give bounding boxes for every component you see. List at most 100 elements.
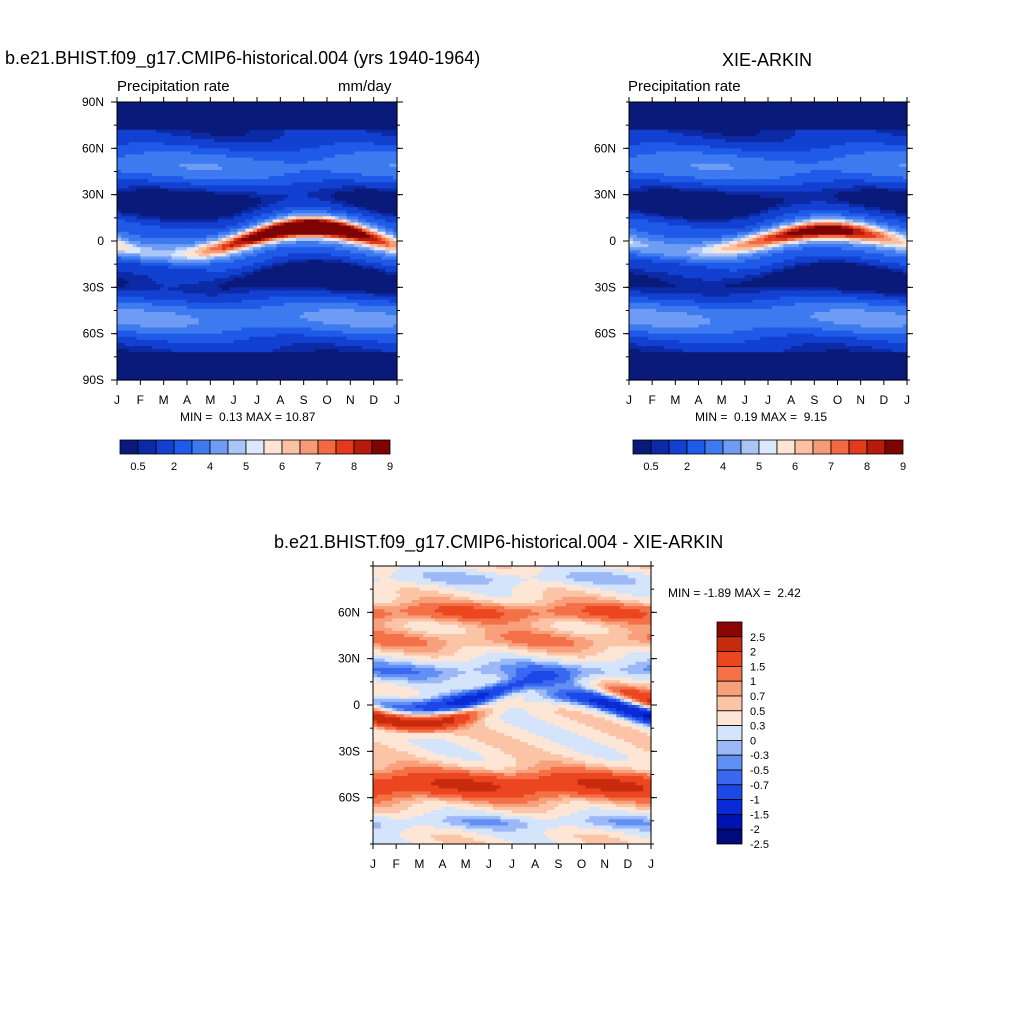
field-cell xyxy=(229,296,235,301)
field-cell xyxy=(280,244,285,248)
field-cell xyxy=(393,219,398,224)
field-cell xyxy=(330,139,336,143)
field-cell xyxy=(362,117,367,122)
field-cell xyxy=(183,179,188,183)
field-cell xyxy=(292,102,297,106)
field-cell xyxy=(132,222,138,227)
field-cell xyxy=(144,290,149,295)
field-cell xyxy=(225,253,231,258)
field-cell xyxy=(229,197,235,202)
field-cell xyxy=(272,111,278,115)
field-cell xyxy=(276,185,281,190)
field-cell xyxy=(218,173,223,177)
field-cell xyxy=(257,163,262,168)
field-cell xyxy=(140,241,145,245)
field-cell xyxy=(389,268,394,273)
field-cell xyxy=(179,169,184,174)
field-cell xyxy=(222,207,227,211)
field-cell xyxy=(264,132,270,137)
field-cell xyxy=(303,163,309,168)
field-cell xyxy=(334,191,340,196)
field-cell xyxy=(117,253,122,258)
field-cell xyxy=(260,114,266,119)
field-cell xyxy=(288,185,293,190)
field-cell xyxy=(249,160,254,165)
field-cell xyxy=(144,173,149,177)
field-cell xyxy=(257,129,262,134)
field-cell xyxy=(175,142,180,146)
field-cell xyxy=(148,182,153,186)
field-cell xyxy=(233,247,239,251)
field-cell xyxy=(140,126,145,131)
field-cell xyxy=(260,169,266,174)
field-cell xyxy=(237,114,243,119)
field-cell xyxy=(253,145,258,149)
field-cell xyxy=(311,132,316,137)
field-cell xyxy=(159,200,165,205)
field-cell xyxy=(218,148,223,153)
field-cell xyxy=(377,117,383,122)
field-cell xyxy=(299,259,305,264)
field-cell xyxy=(257,241,262,245)
field-cell xyxy=(284,225,289,230)
field-cell xyxy=(377,271,383,276)
field-cell xyxy=(152,244,157,248)
field-cell xyxy=(342,241,348,245)
field-cell xyxy=(175,108,180,112)
field-cell xyxy=(264,160,270,165)
field-cell xyxy=(338,105,344,109)
field-cell xyxy=(330,256,336,261)
field-cell xyxy=(229,231,235,236)
field-cell xyxy=(288,160,293,165)
field-cell xyxy=(198,268,204,273)
field-cell xyxy=(214,293,219,298)
field-cell xyxy=(124,102,130,106)
field-cell xyxy=(249,191,254,196)
field-cell xyxy=(319,151,324,156)
field-cell xyxy=(264,222,270,227)
field-cell xyxy=(276,274,281,279)
field-cell xyxy=(280,265,285,270)
field-cell xyxy=(152,222,157,227)
field-cell xyxy=(354,132,359,137)
field-cell xyxy=(373,185,379,190)
field-cell xyxy=(330,142,336,146)
field-cell xyxy=(198,182,204,186)
field-cell xyxy=(202,241,208,245)
field-cell xyxy=(214,111,219,115)
field-cell xyxy=(144,142,149,146)
field-cell xyxy=(148,194,153,199)
field-cell xyxy=(327,219,332,224)
field-cell xyxy=(225,139,231,143)
field-cell xyxy=(292,271,297,276)
field-cell xyxy=(117,228,122,233)
field-cell xyxy=(253,129,258,134)
field-cell xyxy=(288,123,293,128)
field-cell xyxy=(264,268,270,273)
field-cell xyxy=(299,185,305,190)
field-cell xyxy=(179,135,184,140)
field-cell xyxy=(202,117,208,122)
field-cell xyxy=(292,256,297,261)
field-cell xyxy=(288,194,293,199)
field-cell xyxy=(315,281,320,285)
field-cell xyxy=(377,265,383,270)
field-cell xyxy=(245,105,250,109)
field-cell xyxy=(241,213,246,217)
field-cell xyxy=(241,129,246,134)
field-cell xyxy=(319,225,324,230)
field-cell xyxy=(327,213,332,217)
field-cell xyxy=(202,157,208,162)
field-cell xyxy=(338,281,344,285)
field-cell xyxy=(292,185,297,190)
field-cell xyxy=(183,203,188,208)
field-cell xyxy=(152,176,157,180)
field-cell xyxy=(202,244,208,248)
field-cell xyxy=(319,237,324,242)
field-cell xyxy=(385,166,390,171)
field-cell xyxy=(120,296,126,301)
field-cell xyxy=(284,114,289,119)
field-cell xyxy=(222,148,227,153)
field-cell xyxy=(190,296,196,301)
field-cell xyxy=(276,117,281,122)
